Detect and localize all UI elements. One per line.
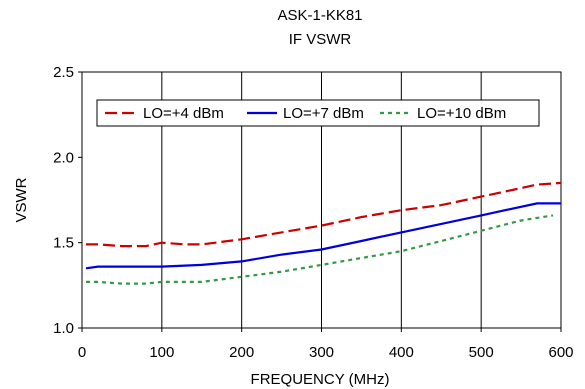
legend: LO=+4 dBm LO=+7 dBm LO=+10 dBm [96,99,540,127]
series-line-1 [86,181,562,248]
x-axis-label: FREQUENCY (MHz) [251,371,390,388]
chart-title: ASK-1-KK81 [277,7,362,24]
x-tick-label: 100 [149,344,174,361]
x-tick-label: 0 [78,344,86,361]
y-tick-label: 1.5 [53,235,74,252]
series-group [85,181,562,285]
legend-label-1: LO=+4 dBm [143,105,224,122]
chart-subtitle: IF VSWR [289,31,352,48]
legend-label-2: LO=+7 dBm [283,105,364,122]
legend-label-3: LO=+10 dBm [417,105,506,122]
series-line-3 [86,214,554,285]
y-tick-label: 1.0 [53,320,74,337]
y-tick-label: 2.5 [53,64,74,81]
y-axis: 1.0 1.5 2.0 2.5 [53,64,82,337]
series-line-2 [85,202,561,270]
y-axis-label: VSWR [13,177,30,222]
legend-box [96,99,540,127]
x-tick-label: 300 [309,344,334,361]
x-tick-label: 200 [229,344,254,361]
x-tick-label: 400 [389,344,414,361]
x-tick-label: 500 [469,344,494,361]
x-tick-label: 600 [548,344,573,361]
x-axis: 0 100 200 300 400 500 600 [78,328,574,361]
y-tick-label: 2.0 [53,149,74,166]
